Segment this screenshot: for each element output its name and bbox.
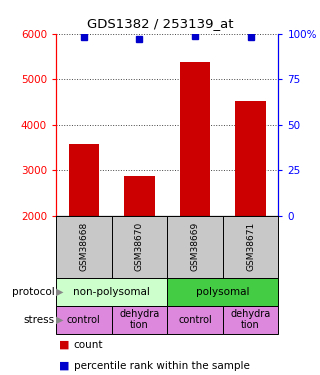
- Text: GDS1382 / 253139_at: GDS1382 / 253139_at: [87, 17, 233, 30]
- Text: protocol: protocol: [12, 286, 54, 297]
- Bar: [68, 144, 99, 216]
- Text: GSM38670: GSM38670: [135, 222, 144, 271]
- Text: GSM38669: GSM38669: [190, 222, 199, 271]
- Text: stress: stress: [23, 315, 54, 325]
- Text: polysomal: polysomal: [196, 286, 250, 297]
- Text: count: count: [74, 340, 103, 350]
- Bar: [56, 306, 112, 334]
- Bar: [167, 278, 278, 306]
- Text: dehydra
tion: dehydra tion: [119, 309, 160, 330]
- Bar: [56, 216, 112, 278]
- Bar: [56, 278, 167, 306]
- Bar: [112, 306, 167, 334]
- Bar: [167, 306, 223, 334]
- Bar: [180, 62, 210, 216]
- Text: percentile rank within the sample: percentile rank within the sample: [74, 361, 250, 370]
- Text: control: control: [178, 315, 212, 325]
- Text: ■: ■: [59, 340, 70, 350]
- Text: ■: ■: [59, 361, 70, 370]
- Text: control: control: [67, 315, 101, 325]
- Text: non-polysomal: non-polysomal: [73, 286, 150, 297]
- Bar: [112, 216, 167, 278]
- Bar: [223, 216, 278, 278]
- Bar: [124, 176, 155, 216]
- Bar: [167, 216, 223, 278]
- Bar: [223, 306, 278, 334]
- Bar: [235, 102, 266, 216]
- Text: ▶: ▶: [56, 315, 64, 325]
- Text: GSM38671: GSM38671: [246, 222, 255, 271]
- Text: ▶: ▶: [56, 286, 64, 297]
- Text: GSM38668: GSM38668: [79, 222, 88, 271]
- Text: dehydra
tion: dehydra tion: [230, 309, 271, 330]
